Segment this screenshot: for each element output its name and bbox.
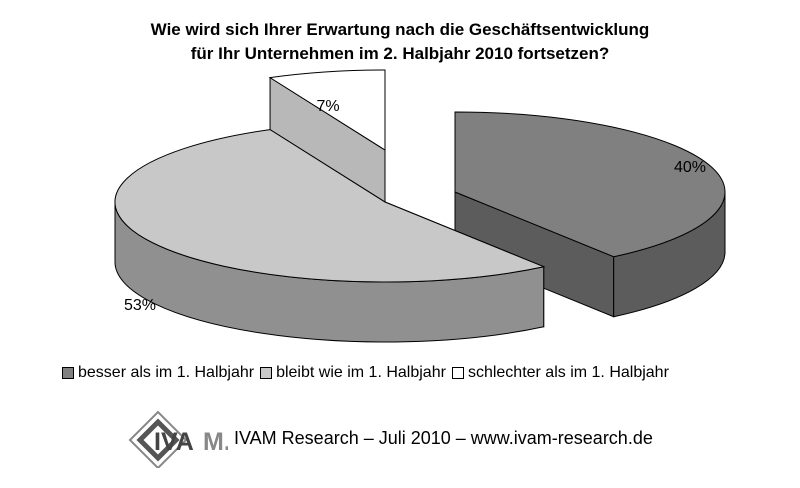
svg-text:M.: M. xyxy=(203,428,228,456)
data-label-2: 53% xyxy=(124,297,156,314)
data-label-1: 40% xyxy=(674,159,706,176)
footer: IVA M. IVAM Research – Juli 2010 – www.i… xyxy=(128,408,653,468)
legend-swatch-gleich xyxy=(260,367,273,379)
legend-swatch-besser xyxy=(62,367,74,379)
svg-text:IVA: IVA xyxy=(154,428,194,456)
legend-item-besser: besser als im 1. Halbjahr xyxy=(62,364,254,382)
pie-chart: 40% 53% 7% xyxy=(114,69,726,343)
data-label-3: 7% xyxy=(316,98,339,115)
chart-title: Wie wird sich Ihrer Erwartung nach die G… xyxy=(0,18,800,66)
footer-text: IVAM Research – Juli 2010 – www.ivam-res… xyxy=(234,427,653,448)
pie-slice-1 xyxy=(454,111,726,318)
ivam-logo: IVA M. xyxy=(128,410,228,468)
legend-swatch-schlechter xyxy=(451,367,464,379)
legend-label-besser: besser als im 1. Halbjahr xyxy=(78,364,255,381)
legend-item-schlechter: schlechter als im 1. Halbjahr xyxy=(451,364,669,382)
chart-title-line-2: für Ihr Unternehmen im 2. Halbjahr 2010 … xyxy=(190,44,610,63)
legend-label-gleich: bleibt wie im 1. Halbjahr xyxy=(276,364,446,381)
legend-label-schlechter: schlechter als im 1. Halbjahr xyxy=(467,364,669,381)
chart-legend: besser als im 1. Halbjahr bleibt wie im … xyxy=(62,364,675,382)
pie-slice-2 xyxy=(114,128,546,343)
chart-title-line-1: Wie wird sich Ihrer Erwartung nach die G… xyxy=(150,20,650,39)
legend-item-gleich: bleibt wie im 1. Halbjahr xyxy=(260,364,446,382)
pie-slice-3 xyxy=(268,69,386,211)
